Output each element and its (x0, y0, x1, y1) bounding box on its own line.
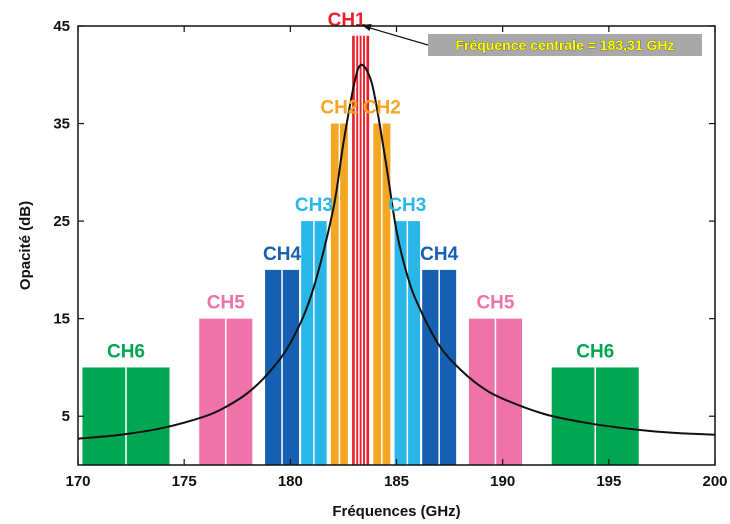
opacity-curve-line (77, 63, 716, 440)
y-tick-label: 25 (53, 213, 70, 230)
ch3-label-2: CH3 (388, 195, 426, 216)
opacity-curve (77, 63, 716, 440)
y-tick-label: 45 (53, 18, 70, 35)
ch6-label-1: CH6 (107, 341, 145, 362)
y-axis-label: Opacité (dB) (17, 201, 34, 290)
annotation-arrow (366, 26, 429, 46)
x-tick-label: 170 (65, 473, 90, 490)
x-tick-label: 190 (490, 473, 515, 490)
axis-ticks: 170 175 180 185 190 195 200 5 15 25 35 45 (53, 18, 727, 490)
channel-labels: CH1 CH2 CH2 CH3 CH3 CH4 CH4 CH5 CH5 CH6 CH6 (107, 10, 614, 363)
y-tick-label: 15 (53, 311, 70, 328)
ch2-label-1: CH2 (320, 98, 358, 119)
y-tick-label: 35 (53, 116, 70, 133)
x-tick-label: 185 (384, 473, 409, 490)
annotation-text: Fréquence centrale = 183,31 GHz (455, 37, 674, 53)
ch1-bar-1 (352, 35, 370, 465)
ch2-label-2: CH2 (363, 98, 401, 119)
ch4-label-1: CH4 (263, 244, 301, 265)
x-tick-label: 175 (172, 473, 197, 490)
x-tick-label: 195 (596, 473, 621, 490)
channel-bars (82, 35, 639, 466)
center-frequency-annotation: Fréquence centrale = 183,31 GHz (361, 24, 702, 56)
x-tick-label: 180 (278, 473, 303, 490)
x-tick-label: 200 (702, 473, 727, 490)
ch6-label-2: CH6 (576, 341, 614, 362)
ch5-label-1: CH5 (207, 293, 245, 314)
x-axis-label: Fréquences (GHz) (332, 503, 460, 520)
ch1-label: CH1 (328, 10, 366, 31)
ch4-label-2: CH4 (420, 244, 458, 265)
annotation-box (428, 34, 702, 56)
ch5-label-2: CH5 (476, 293, 514, 314)
ch3-label-1: CH3 (295, 195, 333, 216)
y-tick-label: 5 (62, 408, 70, 425)
